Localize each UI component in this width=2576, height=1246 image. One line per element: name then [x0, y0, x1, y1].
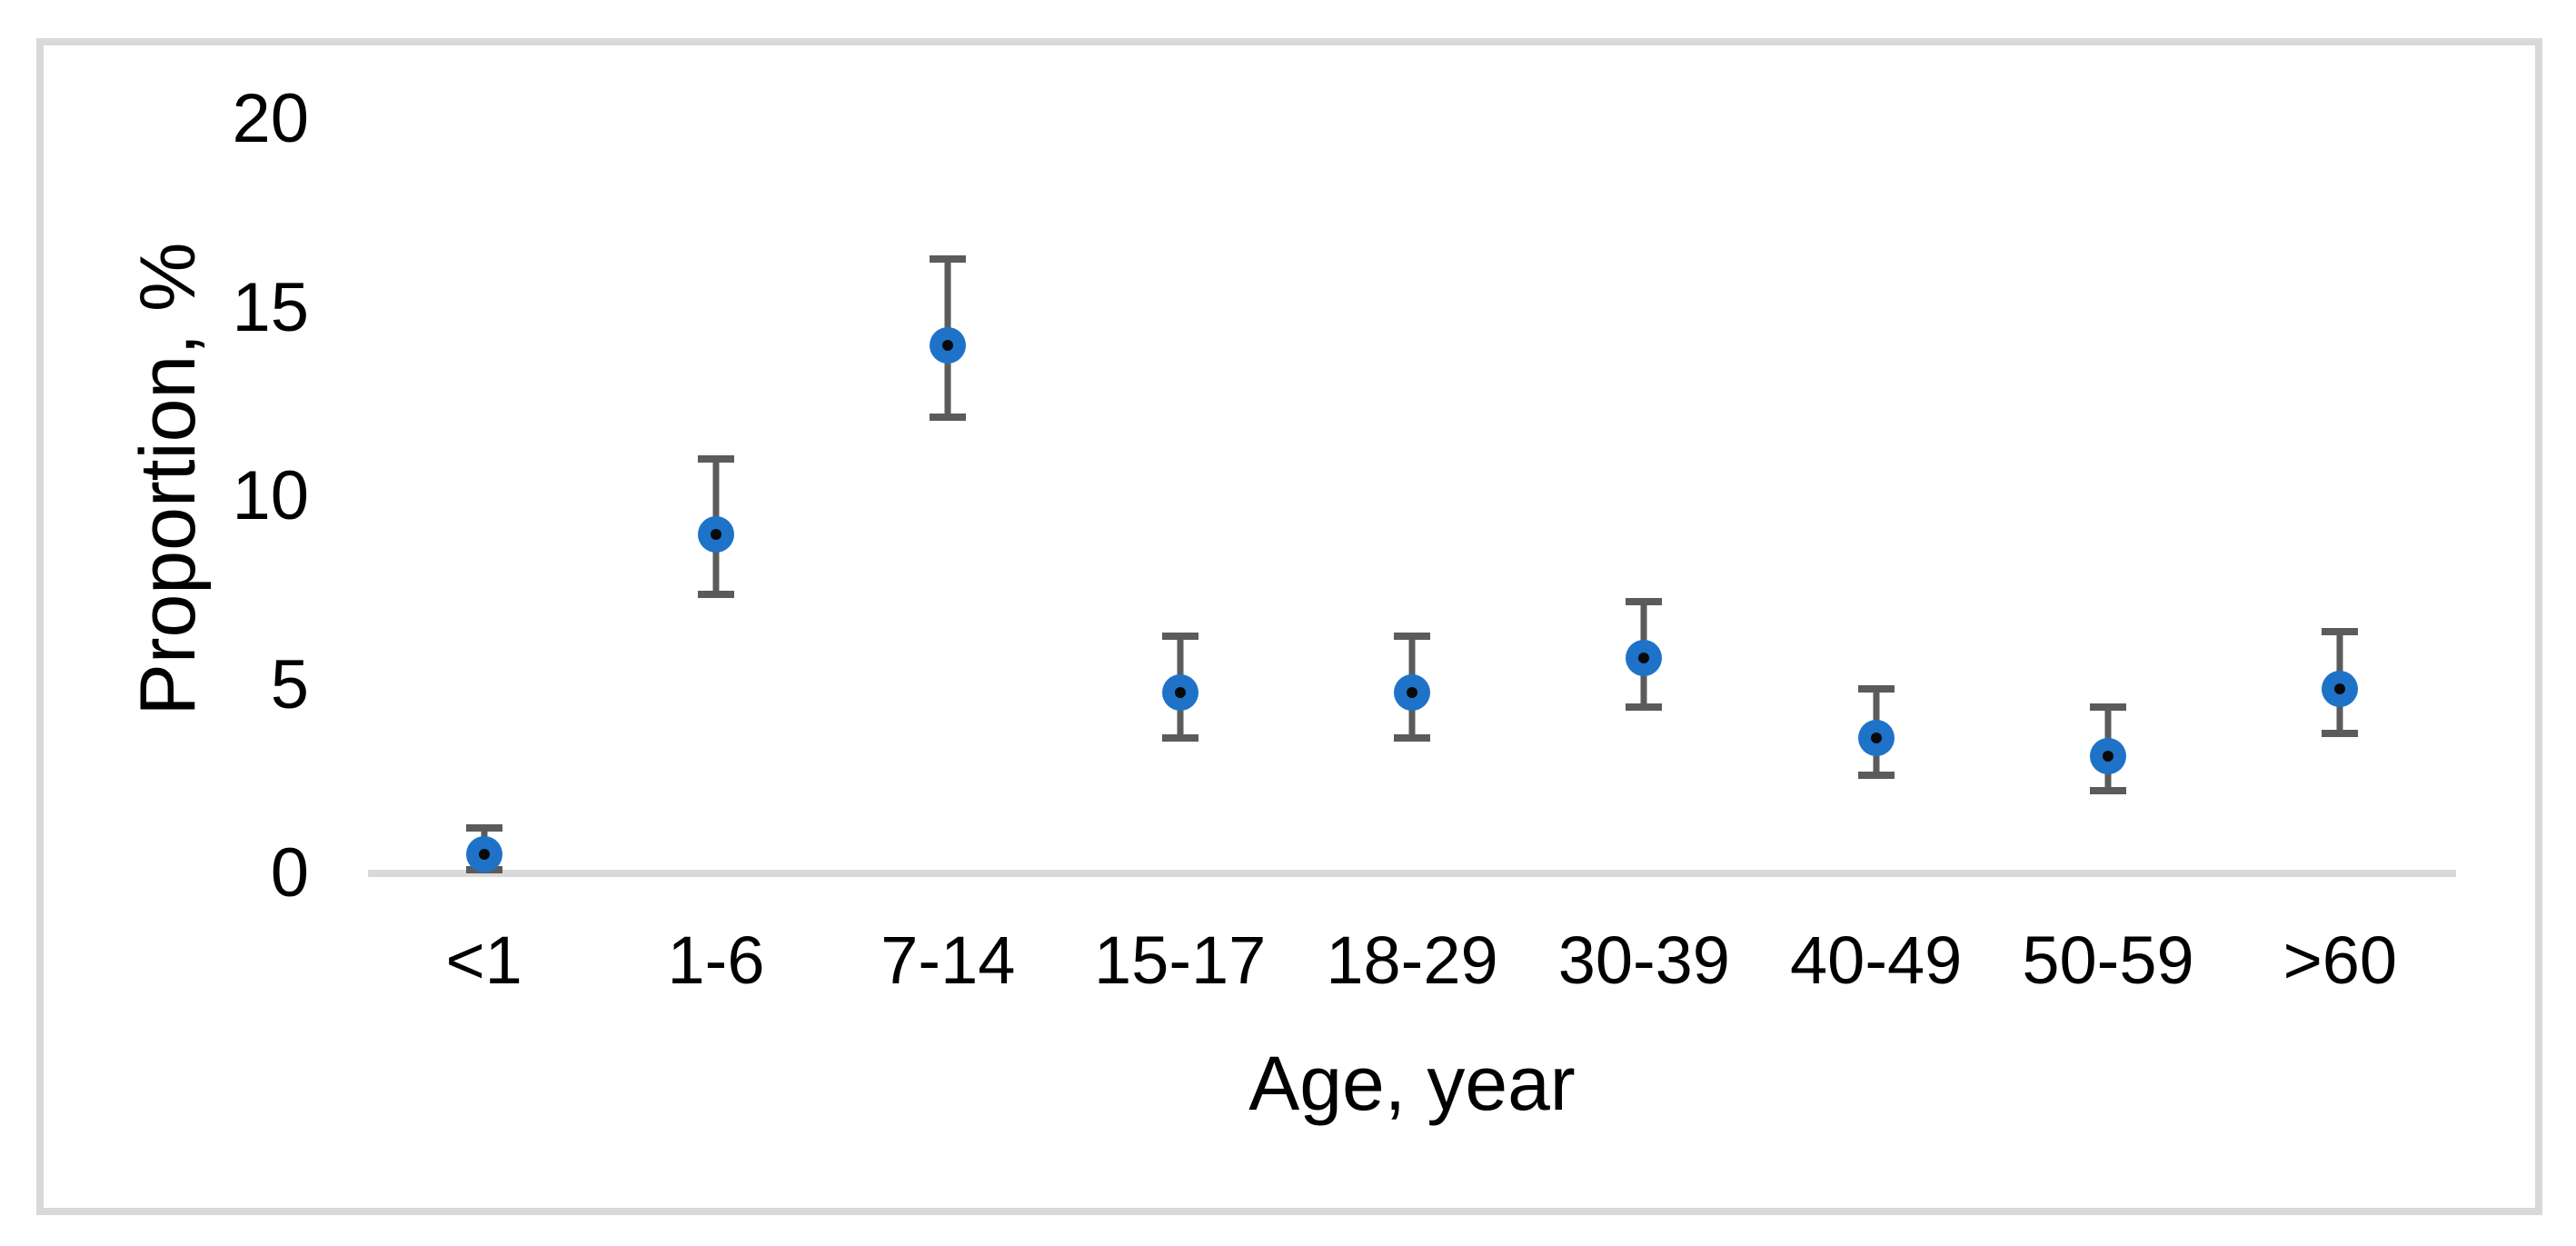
data-point-center-dot — [1174, 686, 1186, 698]
error-bar-cap-bottom — [2322, 730, 2359, 738]
error-bar-cap-top — [698, 454, 734, 463]
x-tick-label: 15-17 — [1094, 922, 1267, 998]
x-tick-label: 7-14 — [880, 922, 1016, 998]
y-tick-label: 0 — [270, 834, 309, 912]
x-tick-label: >60 — [2283, 922, 2398, 998]
error-bar-cap-bottom — [2090, 786, 2126, 794]
error-bar-cap-bottom — [1857, 772, 1895, 780]
x-tick-label: 30-39 — [1557, 922, 1730, 998]
error-bar-cap-bottom — [930, 413, 967, 421]
error-bar-cap-top — [1161, 632, 1198, 640]
error-bar-cap-bottom — [1626, 703, 1663, 712]
data-point-marker — [930, 327, 967, 364]
y-tick-label: 15 — [232, 268, 309, 346]
x-axis-title: Age, year — [1248, 1041, 1576, 1126]
error-bar-cap-top — [465, 824, 502, 832]
x-tick-label: 18-29 — [1326, 922, 1498, 998]
y-tick-label: 5 — [270, 645, 309, 723]
x-tick-label: 50-59 — [2022, 922, 2194, 998]
x-tick-label: <1 — [445, 922, 522, 998]
error-bar-cap-bottom — [698, 590, 734, 598]
data-point-marker — [2090, 738, 2126, 775]
data-point-marker — [698, 515, 734, 553]
data-point-center-dot — [1638, 653, 1650, 664]
data-point-marker — [2322, 670, 2359, 707]
error-bar-cap-top — [930, 254, 967, 263]
data-point-center-dot — [478, 849, 490, 861]
plot-area — [44, 45, 2535, 1208]
data-point-marker — [1857, 719, 1895, 756]
error-bar-cap-top — [1857, 684, 1895, 693]
data-point-marker — [1394, 673, 1430, 711]
error-bar-cap-top — [1394, 632, 1430, 640]
data-point-marker — [1161, 673, 1198, 711]
error-bar-cap-top — [2090, 703, 2126, 712]
data-point-marker — [1626, 640, 1663, 677]
data-point-center-dot — [2334, 683, 2346, 694]
chart-frame — [36, 38, 2542, 1215]
error-bar-cap-top — [2322, 628, 2359, 636]
data-point-marker — [465, 836, 502, 873]
error-bar-cap-bottom — [1394, 733, 1430, 742]
y-tick-label: 10 — [232, 457, 309, 534]
data-point-center-dot — [711, 528, 721, 540]
error-bar-cap-bottom — [1161, 733, 1198, 742]
x-tick-label: 40-49 — [1790, 922, 1963, 998]
data-point-center-dot — [1870, 732, 1882, 743]
x-tick-label: 1-6 — [667, 922, 765, 998]
data-point-center-dot — [2103, 751, 2114, 763]
error-bar-cap-top — [1626, 598, 1663, 606]
y-tick-label: 20 — [232, 80, 309, 157]
data-point-center-dot — [942, 340, 954, 351]
x-axis-line — [368, 870, 2456, 877]
data-point-center-dot — [1407, 686, 1417, 698]
